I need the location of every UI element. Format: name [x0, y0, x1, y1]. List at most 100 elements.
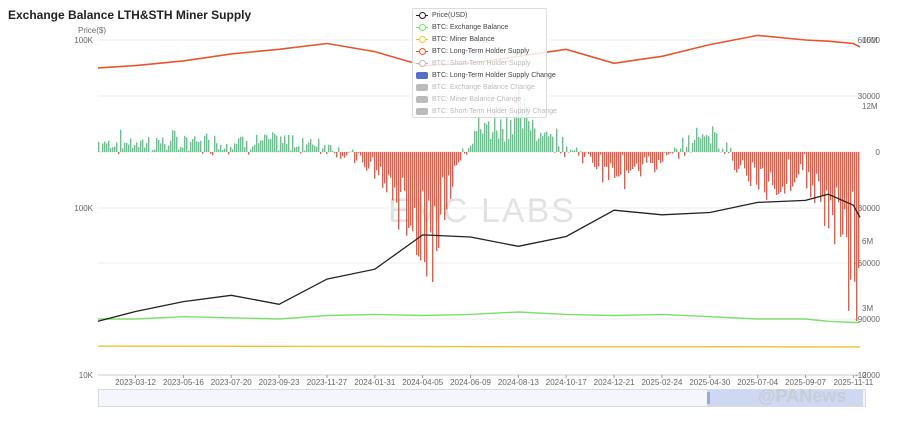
change-bar: [120, 129, 122, 152]
change-bar: [240, 136, 242, 152]
legend-item[interactable]: BTC: Long-Term Holder Supply: [413, 45, 546, 57]
change-bar: [468, 147, 470, 152]
legend-item[interactable]: BTC: Miner Balance: [413, 33, 546, 45]
change-bar: [768, 152, 770, 182]
change-bar: [204, 135, 206, 152]
legend-item[interactable]: BTC: Long-Term Holder Supply Change: [413, 69, 556, 81]
change-bar: [652, 152, 654, 164]
legend-swatch: [416, 83, 428, 91]
change-bar: [594, 152, 596, 167]
change-bar: [668, 152, 670, 155]
series-line-price-usd-: [97, 193, 861, 322]
legend-label: BTC: Exchange Balance: [432, 23, 509, 31]
change-bar: [438, 152, 440, 249]
change-bar: [806, 152, 808, 189]
change-bar: [732, 152, 734, 161]
legend-item[interactable]: BTC: Miner Balance Change: [413, 93, 546, 105]
legend-label: BTC: Long-Term Holder Supply: [432, 47, 530, 55]
change-bar: [684, 152, 686, 156]
change-bar: [344, 152, 346, 158]
change-bar: [660, 152, 662, 164]
legend-label: BTC: Long-Term Holder Supply Change: [432, 71, 556, 79]
change-bar: [236, 143, 238, 152]
change-bar: [412, 152, 414, 232]
change-bar: [818, 152, 820, 182]
change-bar: [278, 150, 280, 152]
change-bar: [858, 152, 860, 269]
change-bar: [762, 152, 764, 169]
change-bar: [194, 136, 196, 152]
change-bar: [164, 144, 166, 152]
change-bar: [460, 152, 462, 161]
change-bar: [126, 142, 128, 152]
legend-item[interactable]: BTC: Exchange Balance: [413, 21, 546, 33]
x-tick-label: 2024-04-05: [402, 378, 443, 387]
change-bar: [250, 149, 252, 152]
change-bar: [296, 146, 298, 152]
change-bar: [218, 149, 220, 152]
legend-item[interactable]: Price(USD): [413, 9, 546, 21]
change-bar: [370, 152, 372, 162]
change-bar: [216, 143, 218, 152]
change-bar: [516, 111, 518, 152]
legend-swatch: [416, 47, 428, 55]
change-bar: [826, 152, 828, 191]
x-tick-label: 2023-05-16: [163, 378, 204, 387]
slider-handle[interactable]: [707, 392, 710, 404]
slider-selection[interactable]: [707, 390, 863, 406]
change-bar: [352, 149, 354, 152]
change-bar: [518, 88, 520, 152]
change-bar: [788, 152, 790, 160]
change-bar: [390, 152, 392, 178]
change-bar: [706, 135, 708, 152]
change-bar: [114, 146, 116, 152]
change-bar: [816, 152, 818, 174]
change-bar: [222, 149, 224, 152]
change-bar: [854, 152, 856, 282]
y-right-inner-tick-label: -90000: [855, 315, 880, 324]
change-bar: [254, 144, 256, 152]
series-line-btc-miner-balance: [97, 345, 861, 348]
change-bar: [456, 152, 458, 166]
change-bar: [772, 152, 774, 186]
time-range-slider[interactable]: [98, 389, 866, 407]
change-bar: [444, 152, 446, 221]
change-bar: [678, 152, 680, 159]
change-bar: [248, 152, 250, 155]
change-bar: [140, 140, 142, 152]
change-bar: [718, 148, 720, 152]
change-bar: [358, 152, 360, 154]
change-bar: [786, 152, 788, 184]
change-bar: [856, 152, 858, 321]
change-bar: [612, 152, 614, 168]
change-bar: [464, 152, 466, 154]
legend-label: BTC: Miner Balance Change: [432, 95, 522, 103]
change-bar: [428, 152, 430, 201]
change-bar: [840, 152, 842, 237]
change-bar: [530, 130, 532, 152]
change-bar: [590, 152, 592, 157]
change-bar: [712, 126, 714, 152]
change-bar: [410, 152, 412, 226]
change-bar: [320, 152, 322, 154]
legend-item[interactable]: BTC: Exchange Balance Change: [413, 81, 546, 93]
change-bar: [602, 152, 604, 183]
change-bar: [564, 152, 566, 158]
legend-item[interactable]: BTC: Short-Term Holder Supply: [413, 57, 546, 69]
change-bar: [702, 134, 704, 152]
change-bar: [574, 150, 576, 152]
change-bar: [820, 152, 822, 202]
change-bar: [740, 152, 742, 166]
change-bar: [622, 152, 624, 156]
x-tick-label: 2025-02-24: [641, 378, 682, 387]
legend-item[interactable]: BTC: Short-Term Holder Supply Change: [413, 105, 557, 117]
change-bar: [380, 152, 382, 167]
change-bar: [348, 152, 350, 153]
change-bar: [190, 142, 192, 152]
change-bar: [116, 142, 118, 152]
change-bar: [552, 136, 554, 152]
change-bar: [730, 147, 732, 152]
change-bar: [726, 142, 728, 152]
change-bar: [852, 152, 854, 192]
change-bar: [124, 142, 126, 152]
